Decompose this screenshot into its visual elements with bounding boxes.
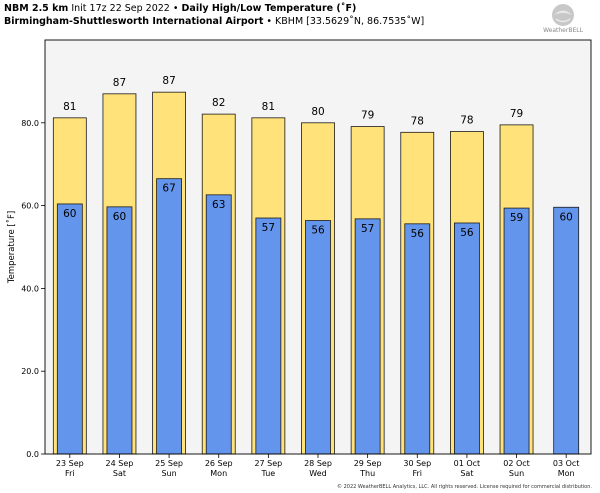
low-temp-bar xyxy=(404,223,431,455)
low-temp-label: 56 xyxy=(460,227,474,239)
header-bullet: • xyxy=(172,3,179,14)
x-tick-date: 02 Oct xyxy=(503,459,530,468)
high-temp-label: 82 xyxy=(212,97,225,109)
low-temp-label: 57 xyxy=(262,222,275,234)
model-name: NBM 2.5 km xyxy=(4,3,69,14)
high-temp-label: 80 xyxy=(311,106,324,118)
y-tick-label: 60.0 xyxy=(21,202,39,211)
init-time: Init 17z 22 Sep 2022 xyxy=(71,3,170,14)
y-tick-label: 40.0 xyxy=(21,284,39,293)
plot-frame xyxy=(44,39,592,455)
chart-header: NBM 2.5 km Init 17z 22 Sep 2022 • Daily … xyxy=(4,2,524,28)
header-line-2: Birmingham-Shuttlesworth International A… xyxy=(4,15,524,28)
high-temp-label: 87 xyxy=(113,77,126,89)
x-tick-day: Sat xyxy=(460,469,473,478)
low-temp-label: 56 xyxy=(411,228,425,240)
low-temp-bar xyxy=(454,222,480,455)
low-temp-label: 60 xyxy=(113,211,126,223)
x-tick-day: Fri xyxy=(413,469,423,478)
header-bullet-2: • xyxy=(266,16,273,27)
y-tick-label: 20.0 xyxy=(21,367,39,376)
high-temp-label: 78 xyxy=(460,114,473,126)
x-tick-date: 25 Sep xyxy=(155,459,183,468)
logo-text: WeatherBELL xyxy=(543,27,584,34)
low-temp-bar xyxy=(503,207,530,455)
low-temp-bar xyxy=(156,178,182,455)
x-tick-day: Mon xyxy=(558,469,575,478)
x-tick-day: Tue xyxy=(261,469,276,478)
weatherbell-logo: WeatherBELL xyxy=(543,4,584,34)
station-info: KBHM [33.5629˚N, 86.7535˚W] xyxy=(275,16,425,27)
high-temp-label: 79 xyxy=(510,108,523,120)
high-temp-label: 81 xyxy=(262,101,275,113)
high-temp-label: 78 xyxy=(411,115,424,127)
low-temp-label: 67 xyxy=(162,183,175,195)
low-temp-bar xyxy=(553,206,580,455)
low-temp-label: 60 xyxy=(559,211,572,223)
station-name: Birmingham-Shuttlesworth International A… xyxy=(4,16,264,27)
high-temp-label: 81 xyxy=(63,101,76,113)
x-tick-day: Sun xyxy=(161,469,176,478)
low-temp-label: 57 xyxy=(361,223,374,235)
x-tick-date: 24 Sep xyxy=(106,459,134,468)
x-tick-date: 01 Oct xyxy=(454,459,481,468)
high-temp-label: 87 xyxy=(162,75,175,87)
high-temp-label: 79 xyxy=(361,110,374,122)
x-tick-date: 29 Sep xyxy=(354,459,382,468)
low-temp-bar xyxy=(106,206,133,455)
y-tick-label: 0.0 xyxy=(26,450,39,459)
low-temp-bar xyxy=(255,217,282,455)
low-temp-bar xyxy=(56,203,83,455)
low-temp-label: 60 xyxy=(63,208,76,220)
x-tick-date: 27 Sep xyxy=(254,459,282,468)
x-tick-day: Mon xyxy=(210,469,227,478)
x-tick-day: Fri xyxy=(65,469,75,478)
copyright-footer: © 2022 WeatherBELL Analytics, LLC. All r… xyxy=(337,484,592,490)
y-axis-label: Temperature [˚F] xyxy=(6,211,17,284)
low-temp-bar xyxy=(354,218,381,455)
x-tick-day: Thu xyxy=(359,469,375,478)
header-line-1: NBM 2.5 km Init 17z 22 Sep 2022 • Daily … xyxy=(4,2,524,15)
low-temp-bar xyxy=(305,220,331,455)
low-temp-label: 59 xyxy=(510,212,523,224)
low-temp-label: 56 xyxy=(311,225,325,237)
x-tick-day: Wed xyxy=(309,469,326,478)
x-tick-date: 23 Sep xyxy=(56,459,84,468)
x-tick-date: 28 Sep xyxy=(304,459,332,468)
x-tick-day: Sat xyxy=(113,469,126,478)
x-tick-date: 26 Sep xyxy=(205,459,233,468)
x-tick-date: 03 Oct xyxy=(553,459,580,468)
y-tick-label: 80.0 xyxy=(21,119,39,128)
low-temp-bar xyxy=(205,194,232,455)
x-tick-day: Sun xyxy=(509,469,524,478)
product-title: Daily High/Low Temperature (˚F) xyxy=(181,3,357,14)
x-tick-date: 30 Sep xyxy=(403,459,431,468)
low-temp-label: 63 xyxy=(212,199,225,211)
